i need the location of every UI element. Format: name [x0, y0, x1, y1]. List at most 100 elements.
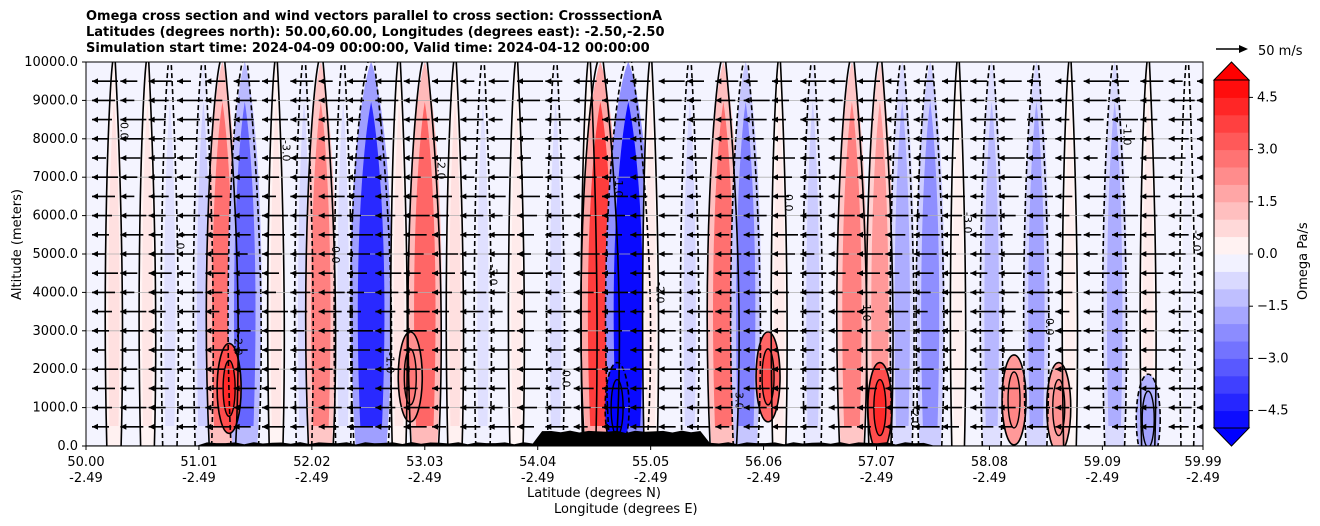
wind-vector-head: [347, 347, 353, 353]
wind-vector-head: [828, 289, 835, 296]
wind-vector-head: [1197, 116, 1203, 123]
wind-vector-head: [715, 289, 722, 296]
wind-vector-head: [885, 385, 892, 392]
wind-vector-head: [488, 193, 495, 200]
wind-vector-head: [92, 212, 98, 219]
wind-vector-head: [998, 135, 1005, 142]
wind-vector-head: [715, 308, 722, 315]
wind-vector-head: [545, 289, 552, 296]
wind-vector-head: [743, 135, 750, 142]
wind-vector-head: [92, 231, 98, 238]
wind-vector-head: [205, 231, 212, 238]
wind-vector-head: [148, 78, 155, 85]
omega-band-core: [1182, 102, 1193, 426]
wind-vector-head: [318, 155, 325, 161]
wind-vector-head: [1197, 212, 1203, 219]
wind-vector-head: [857, 327, 863, 334]
wind-vector-head: [432, 97, 438, 104]
omega-band-core: [645, 102, 656, 426]
wind-vector-head: [658, 193, 665, 200]
wind-vector-head: [517, 193, 523, 200]
wind-vector-head: [403, 289, 410, 296]
wind-vector-head: [347, 231, 353, 238]
wind-vector-head: [772, 193, 778, 200]
wind-vector-head: [290, 366, 297, 373]
x-tick-label-lat: 55.05: [632, 455, 669, 470]
wind-vector-head: [970, 116, 977, 123]
wind-vector-head: [573, 308, 580, 315]
y-tick-label: 7000.0: [33, 170, 79, 185]
y-tick-label: 5000.0: [33, 247, 79, 262]
wind-vector-head: [120, 289, 127, 296]
x-tick-label-lat: 51.01: [180, 455, 217, 470]
wind-vector-head: [460, 251, 467, 257]
wind-vector-head: [687, 347, 693, 353]
x-tick-label-lat: 56.06: [745, 455, 782, 470]
wind-vector-head: [602, 193, 608, 200]
contour-line: [1187, 62, 1196, 446]
x-tick-label-lat: 50.00: [67, 455, 104, 470]
wind-vector-head: [800, 347, 807, 353]
wind-vector-head: [1027, 78, 1033, 85]
wind-vector-head: [403, 97, 410, 104]
omega-band-core: [683, 102, 696, 426]
wind-vector-head: [517, 385, 523, 392]
wind-vector-head: [715, 97, 722, 104]
wind-vector-head: [1140, 423, 1147, 430]
wind-vector-head: [885, 327, 892, 334]
wind-vector-head: [460, 78, 467, 85]
wind-vector-head: [602, 155, 608, 161]
wind-vector-head: [857, 404, 863, 411]
wind-vector-head: [432, 270, 438, 277]
wind-vector-head: [488, 97, 495, 104]
x-tick-label-lat: 58.08: [971, 455, 1008, 470]
wind-vector-head: [913, 155, 920, 161]
wind-vector-head: [1055, 231, 1062, 238]
wind-vector-head: [545, 327, 552, 334]
wind-vector-head: [233, 289, 240, 296]
y-tick-label: 9000.0: [33, 93, 79, 108]
wind-vector-head: [1083, 155, 1090, 161]
omega-band-core: [871, 102, 889, 426]
wind-vector-head: [517, 327, 523, 334]
wind-vector-head: [148, 347, 155, 353]
wind-vector-head: [318, 289, 325, 296]
wind-vector-head: [913, 385, 920, 392]
wind-vector-head: [772, 347, 778, 353]
colorbar-tick-label: −1.5: [1257, 299, 1289, 314]
wind-vector-head: [290, 231, 297, 238]
wind-vector-head: [120, 385, 127, 392]
wind-vector-head: [573, 289, 580, 296]
wind-vector-head: [658, 270, 665, 277]
wind-vector-head: [1197, 155, 1203, 161]
wind-vector-head: [857, 212, 863, 219]
wind-vector-head: [403, 423, 410, 430]
wind-vector-head: [687, 289, 693, 296]
wind-vector-head: [177, 385, 183, 392]
wind-vector-head: [1168, 366, 1175, 373]
wind-vector-head: [120, 212, 127, 219]
wind-vector-head: [1055, 155, 1062, 161]
wind-vector-head: [92, 97, 98, 104]
wind-vector-head: [403, 251, 410, 257]
wind-vector-head: [743, 174, 750, 181]
wind-vector-head: [998, 347, 1005, 353]
wind-vector-head: [687, 212, 693, 219]
contour-line: [204, 62, 215, 446]
wind-vector-head: [573, 116, 580, 123]
wind-vector-head: [177, 155, 183, 161]
wind-vector-head: [517, 212, 523, 219]
wind-vector-head: [92, 327, 98, 334]
x-tick-label-lat: 57.07: [858, 455, 895, 470]
wind-vector-head: [375, 404, 382, 411]
wind-vector-head: [1055, 212, 1062, 219]
wind-vector-head: [148, 404, 155, 411]
contour-label: 0.0: [1043, 318, 1056, 336]
omega-cell-core: [1141, 390, 1155, 446]
wind-vector-head: [432, 423, 438, 430]
wind-vector-head: [375, 308, 382, 315]
wind-vector-head: [233, 308, 240, 315]
wind-vector-head: [290, 193, 297, 200]
wind-vector-head: [715, 231, 722, 238]
x-tick-label-lon: -2.49: [182, 471, 216, 486]
